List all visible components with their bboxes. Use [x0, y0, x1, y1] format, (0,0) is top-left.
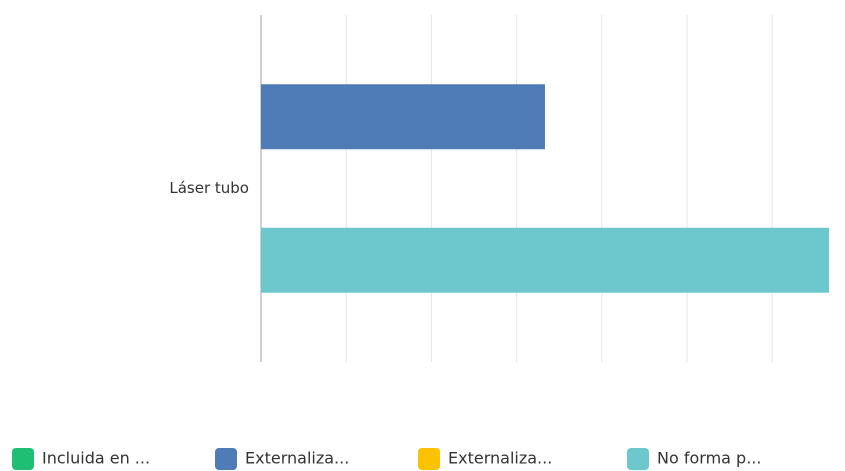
bar: [261, 84, 545, 150]
bar: [261, 227, 829, 293]
legend-label: Externaliza...: [245, 449, 349, 468]
legend-label: Incluida en ...: [42, 449, 150, 468]
legend-label: No forma p...: [657, 449, 761, 468]
legend-swatch: [627, 448, 649, 470]
legend-swatch: [215, 448, 237, 470]
legend-label: Externaliza...: [448, 449, 552, 468]
y-tick-label: Láser tubo: [169, 179, 249, 197]
legend-swatch: [418, 448, 440, 470]
legend-swatch: [12, 448, 34, 470]
